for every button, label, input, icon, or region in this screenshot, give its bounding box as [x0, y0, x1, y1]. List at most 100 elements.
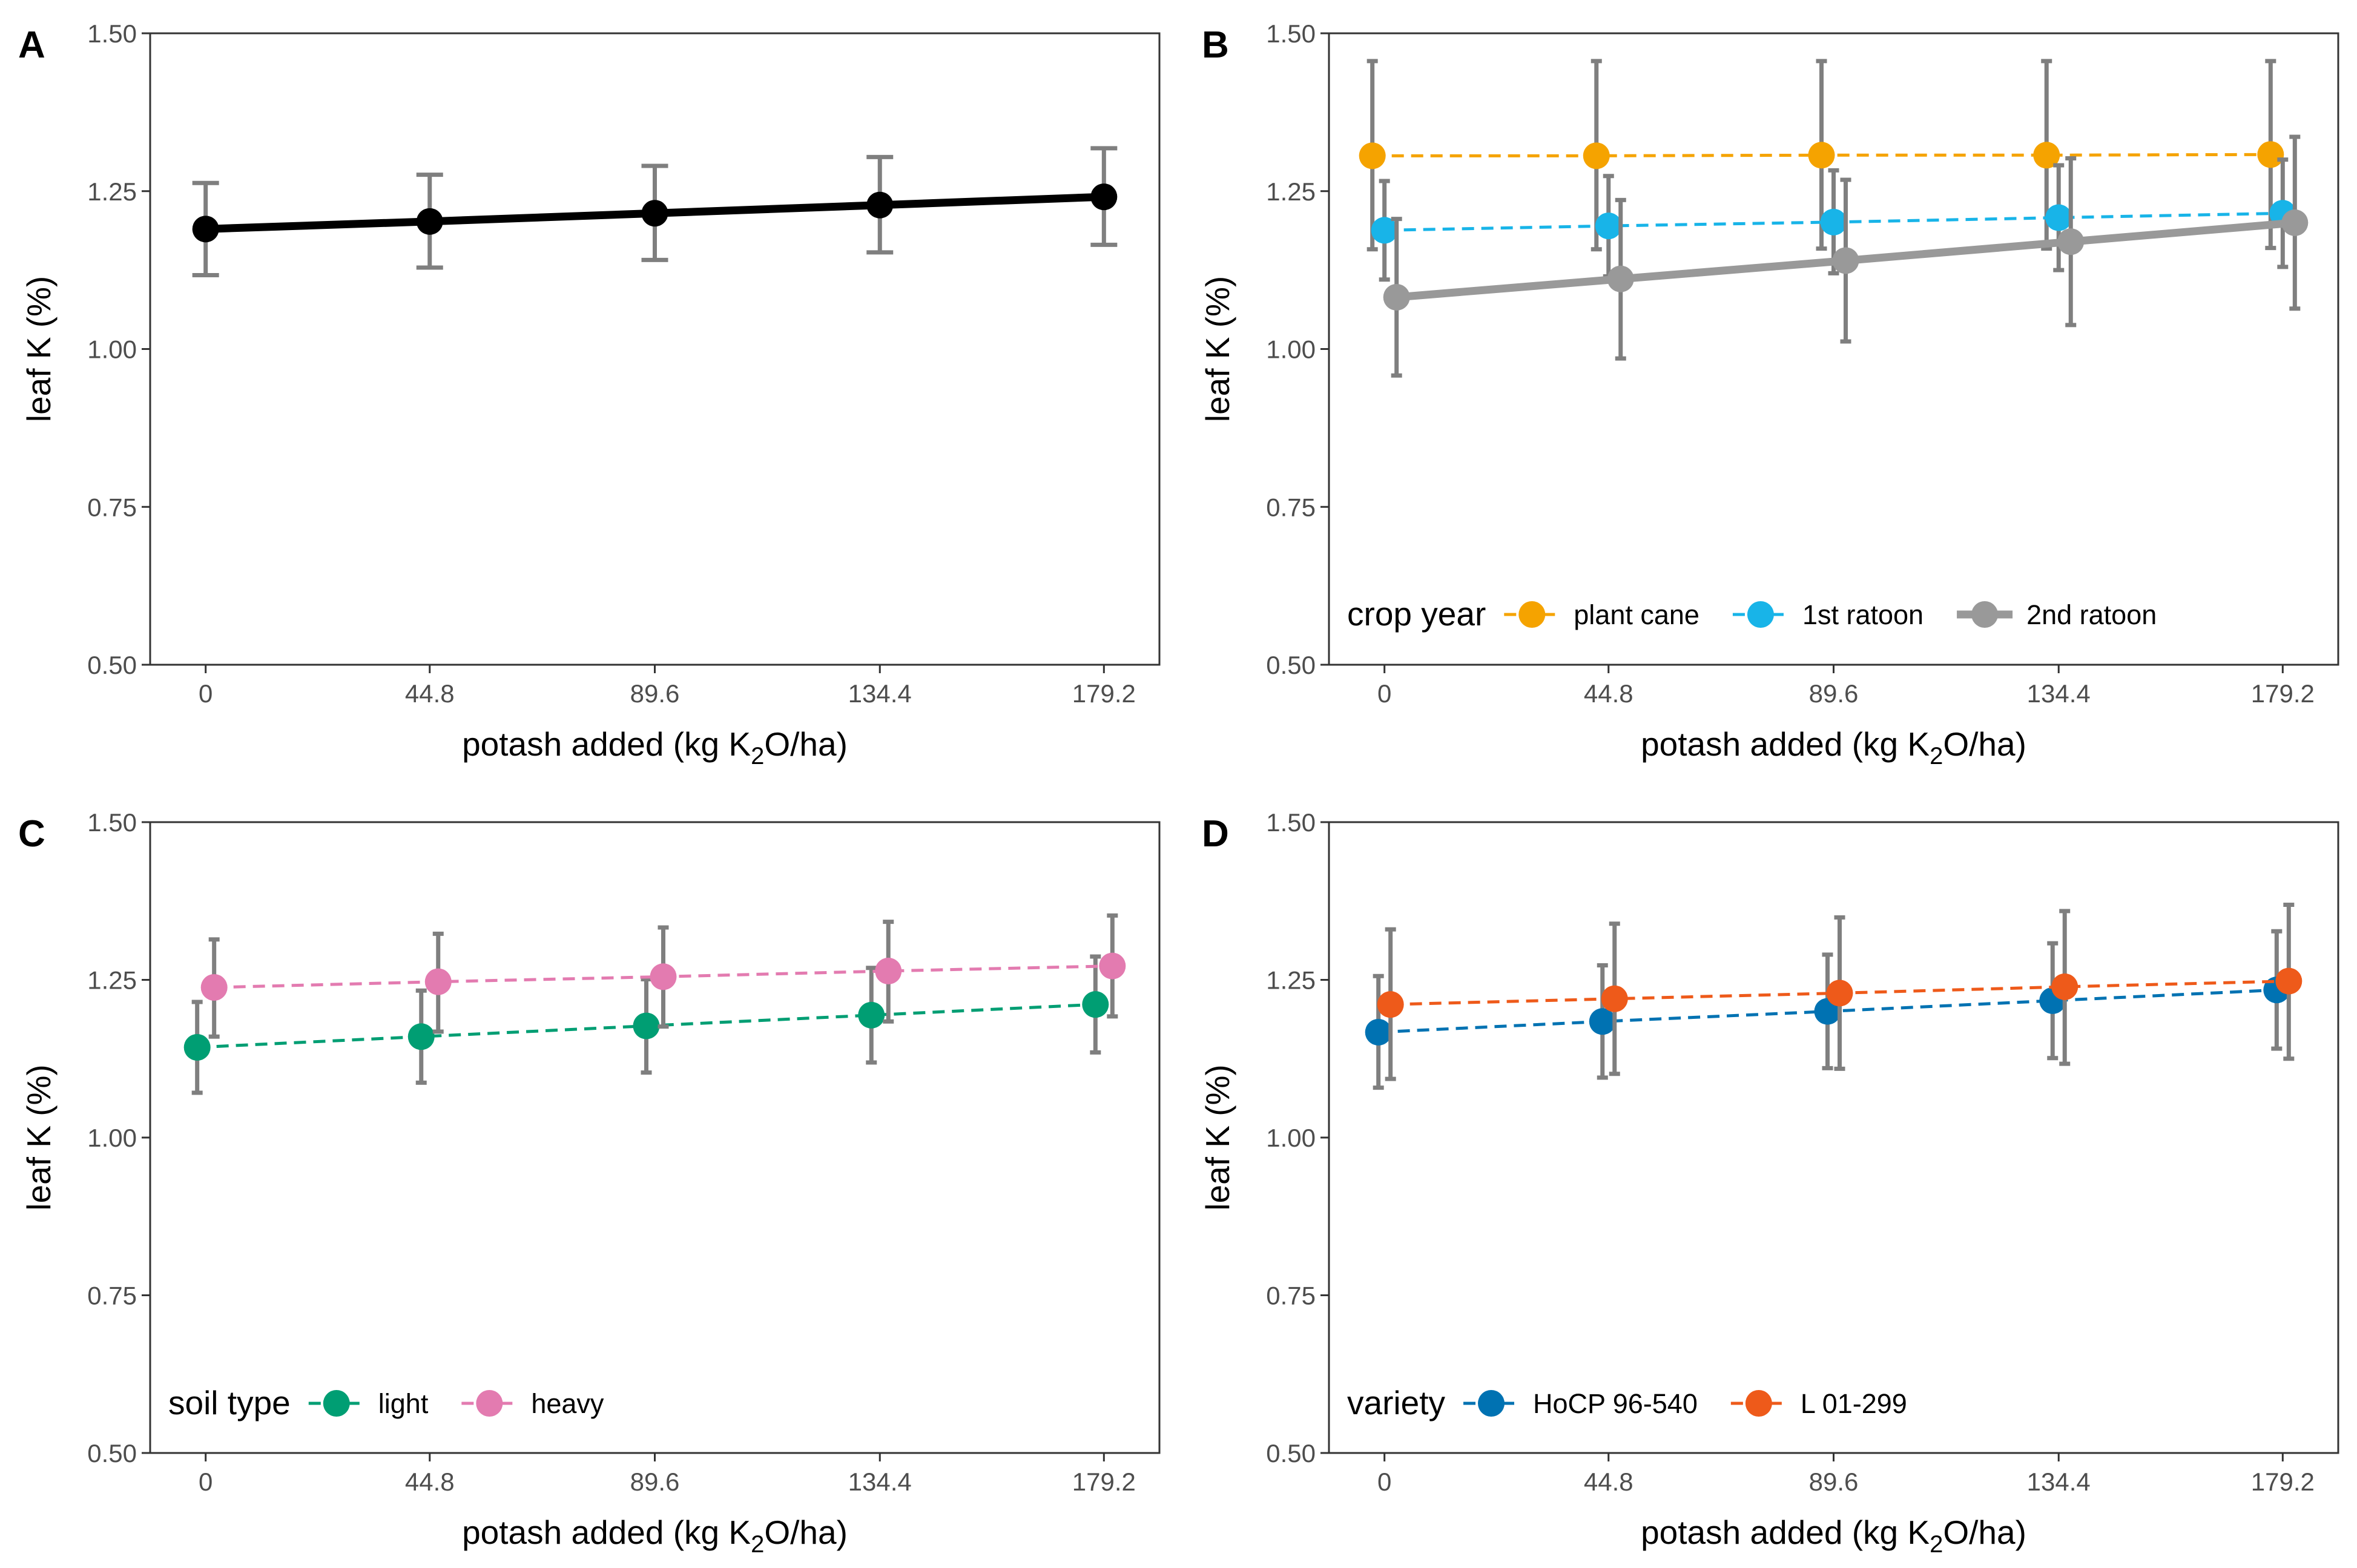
x-tick-label: 44.8	[405, 1468, 455, 1496]
panel-letter: A	[18, 24, 45, 66]
data-point	[1359, 142, 1386, 170]
y-axis-title: leaf K (%)	[1199, 276, 1236, 422]
x-axis-title-part: potash added (kg K	[1641, 725, 1930, 763]
x-tick-label: 179.2	[1072, 679, 1136, 708]
data-point	[1099, 952, 1126, 980]
panel-letter: C	[18, 813, 45, 855]
y-tick-label: 1.00	[1266, 1124, 1316, 1152]
series-heavy	[200, 913, 1126, 1039]
x-tick-label: 0	[1377, 1468, 1391, 1496]
plot-panel-border	[1328, 32, 2339, 666]
legend: soil type light heavy	[168, 1384, 604, 1421]
panel-letter: D	[1202, 813, 1229, 855]
y-tick-label: 1.50	[1266, 19, 1316, 48]
data-point	[1820, 208, 1847, 236]
data-point	[633, 1012, 660, 1039]
legend-label: 1st ratoon	[1802, 599, 1924, 630]
data-point	[2045, 204, 2072, 231]
panel-b: B 0.50 0.75 1.00 1.25 1.50 0 44.8 89.6 134.4 179.2…	[1199, 19, 2339, 769]
data-point	[1090, 183, 1118, 211]
data-point	[858, 1001, 885, 1029]
data-point	[1607, 265, 1634, 292]
x-tick-label: 134.4	[848, 1468, 912, 1496]
x-tick-label: 134.4	[2027, 1468, 2091, 1496]
legend-label: light	[378, 1388, 429, 1419]
y-axis-title: leaf K (%)	[1199, 1064, 1236, 1210]
y-tick-label: 1.50	[87, 19, 137, 48]
x-axis-title: potash added (kg K2O/ha)	[462, 1514, 848, 1558]
x-axis-title-part: potash added (kg K	[1641, 1514, 1930, 1551]
y-tick-label: 0.50	[1266, 1439, 1316, 1468]
data-point	[1832, 247, 1859, 274]
x-tick-label: 179.2	[1072, 1468, 1136, 1496]
x-axis-title-subscript: 2	[751, 743, 764, 769]
data-point	[2033, 142, 2060, 169]
data-point	[1365, 1018, 1392, 1046]
data-point	[650, 963, 677, 990]
x-axis-title-subscript: 2	[1930, 743, 1943, 769]
series-light	[183, 954, 1109, 1095]
legend-label: 2nd ratoon	[2026, 599, 2157, 630]
plot-panel-border	[149, 821, 1161, 1454]
y-tick-label: 1.00	[87, 1124, 137, 1152]
x-axis-title-part: potash added (kg K	[462, 1514, 751, 1551]
y-tick-label: 1.50	[1266, 808, 1316, 837]
data-point	[192, 216, 219, 243]
y-tick-label: 0.50	[1266, 651, 1316, 679]
series-main	[192, 146, 1118, 277]
y-tick-label: 1.00	[1266, 335, 1316, 364]
legend-key-point	[1518, 601, 1546, 628]
x-axis-title-subscript: 2	[1930, 1531, 1943, 1558]
data-point	[2057, 228, 2085, 255]
y-axis-title: leaf K (%)	[20, 1064, 58, 1210]
y-tick-label: 1.00	[87, 335, 137, 364]
x-tick-label: 179.2	[2251, 679, 2315, 708]
x-tick-label: 0	[1377, 679, 1391, 708]
x-tick-label: 179.2	[2251, 1468, 2315, 1496]
x-axis-title-part: O/ha)	[1943, 1514, 2026, 1551]
x-axis-title-part: O/ha)	[764, 1514, 848, 1551]
y-tick-label: 0.75	[87, 493, 137, 521]
y-axis-title: leaf K (%)	[20, 276, 58, 422]
data-point	[2275, 967, 2303, 995]
legend-key-point	[476, 1390, 503, 1417]
x-tick-label: 134.4	[2027, 679, 2091, 708]
data-point	[2281, 209, 2309, 236]
x-tick-label: 134.4	[848, 679, 912, 708]
x-tick-label: 44.8	[1584, 679, 1633, 708]
panel-d: D 0.50 0.75 1.00 1.25 1.50 0 44.8 89.6 134.4 179.2…	[1199, 808, 2339, 1558]
panel-a: A 0.50 0.75 1.00 1.25 1.50 0 44.8 89.6 134.4 179.2…	[18, 19, 1161, 769]
legend-title: variety	[1347, 1384, 1445, 1421]
y-tick-label: 1.25	[1266, 177, 1316, 206]
x-axis-title-part: potash added (kg K	[462, 725, 751, 763]
legend-label: heavy	[531, 1388, 604, 1419]
panel-c: C 0.50 0.75 1.00 1.25 1.50 0 44.8 89.6 134.4 179.2…	[18, 808, 1161, 1558]
data-point	[1082, 991, 1109, 1018]
data-point	[1808, 142, 1835, 169]
x-axis-title-part: O/ha)	[764, 725, 848, 763]
legend: crop year plant cane 1st ratoon 2nd ratoon	[1347, 595, 2157, 633]
data-point	[183, 1033, 211, 1061]
series-2nd-ratoon	[1383, 134, 2309, 378]
y-tick-label: 1.50	[87, 808, 137, 837]
legend-label: HoCP 96-540	[1533, 1388, 1698, 1419]
panel-letter: B	[1202, 24, 1229, 66]
legend-key-point	[1745, 1390, 1772, 1417]
x-axis-title-subscript: 2	[751, 1531, 764, 1558]
legend-key-point	[323, 1390, 350, 1417]
legend-title: soil type	[168, 1384, 291, 1421]
y-tick-label: 0.75	[87, 1282, 137, 1310]
x-tick-label: 89.6	[630, 679, 680, 708]
x-axis-title: potash added (kg K2O/ha)	[1641, 1514, 2026, 1558]
x-tick-label: 89.6	[1809, 1468, 1859, 1496]
data-point	[1383, 283, 1410, 311]
data-point	[1589, 1008, 1616, 1035]
data-point	[866, 191, 894, 219]
y-tick-label: 1.25	[1266, 966, 1316, 995]
legend-key-point	[1478, 1390, 1505, 1417]
y-tick-label: 1.25	[87, 966, 137, 995]
series-l-01-299	[1377, 903, 2303, 1081]
x-tick-label: 0	[199, 679, 213, 708]
y-tick-label: 0.50	[87, 1439, 137, 1468]
